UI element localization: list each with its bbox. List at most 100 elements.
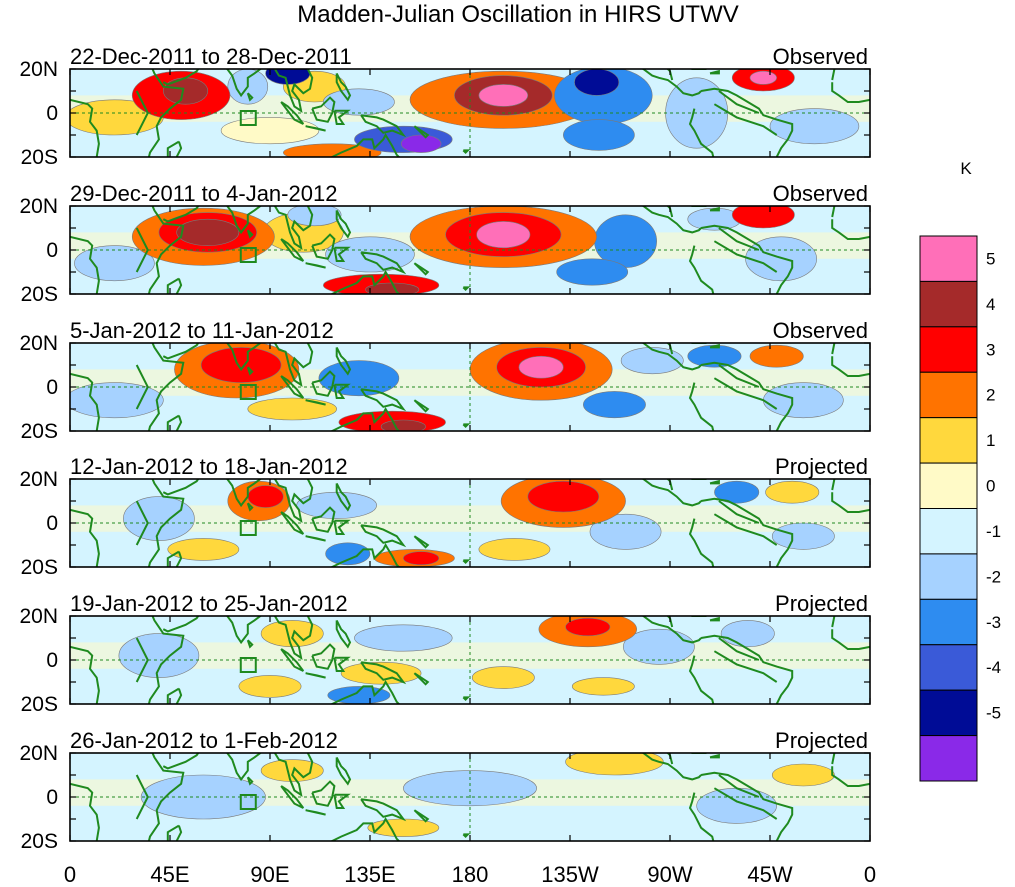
anomaly-contour	[403, 551, 440, 566]
coastline	[666, 753, 674, 765]
anomaly-contour	[771, 522, 835, 550]
colorbar-swatch	[919, 508, 978, 555]
anomaly-contour	[563, 119, 635, 151]
coastline	[305, 262, 326, 269]
panel-date-range: 22-Dec-2011 to 28-Dec-2011	[70, 44, 352, 69]
anomaly-contour	[220, 117, 320, 145]
colorbar-swatch	[919, 644, 978, 691]
colorbar-swatch	[919, 553, 978, 600]
panel-5: 19-Jan-2012 to 25-Jan-2012 Projected 20N 0 2…	[19, 591, 871, 716]
anomaly-contour	[163, 77, 209, 105]
lon-label: 135W	[541, 862, 599, 887]
anomaly-contour	[238, 675, 302, 698]
coastline	[329, 269, 401, 294]
coastline	[689, 343, 707, 344]
anomaly-contour	[763, 382, 844, 419]
coastline	[135, 227, 149, 273]
anomaly-contour	[400, 134, 442, 153]
coastline	[166, 140, 183, 157]
coastline	[246, 639, 254, 649]
lat-label: 20N	[19, 58, 58, 81]
coastline	[162, 479, 200, 496]
lat-label: 20N	[19, 332, 58, 355]
colorbar-label: -5	[986, 704, 1001, 723]
coastline	[831, 479, 836, 491]
anomaly-contour	[476, 221, 531, 249]
coastline	[831, 766, 870, 787]
panel-3: 5-Jan-2012 to 11-Jan-2012 Observed 20N 0 20S	[19, 318, 871, 443]
coastline	[246, 229, 254, 239]
anomaly-contour	[749, 70, 777, 85]
anomaly-contour	[260, 620, 324, 648]
coastline	[666, 343, 674, 355]
coastline	[360, 661, 407, 685]
reference-box	[239, 384, 257, 400]
coastline	[718, 774, 760, 798]
coastline	[333, 519, 351, 535]
coastline	[70, 782, 100, 841]
coastline	[413, 399, 430, 413]
coastline	[831, 343, 836, 355]
coastline	[305, 125, 326, 132]
coastline	[166, 824, 183, 841]
lat-label: 0	[46, 102, 58, 125]
colorbar-swatch	[919, 235, 978, 282]
coastline	[329, 132, 401, 157]
coastline	[135, 774, 149, 820]
panel-status: Projected	[775, 591, 868, 616]
coastline	[713, 240, 778, 273]
coastline	[689, 479, 707, 480]
coastline	[226, 479, 314, 523]
colorbar-label: -1	[986, 522, 1001, 541]
coastline	[311, 780, 336, 807]
colorbar-label: 0	[986, 477, 995, 496]
coastline	[226, 69, 314, 113]
anomaly-contour	[325, 542, 371, 566]
coastline	[305, 535, 326, 542]
colorbar-label: 4	[986, 295, 995, 314]
coastline	[166, 687, 183, 704]
coastline	[709, 206, 720, 212]
coastline	[147, 479, 185, 567]
lat-label: 20S	[21, 283, 58, 306]
panel-6: 26-Jan-2012 to 1-Feb-2012 Projected 20N 0 20…	[19, 728, 871, 853]
lat-label: 20S	[21, 556, 58, 579]
coastline	[246, 502, 254, 512]
colorbar-label: 1	[986, 431, 995, 450]
coastline	[246, 776, 254, 786]
coastline	[688, 245, 715, 294]
lon-label: 0	[64, 862, 76, 887]
coastline	[413, 535, 430, 549]
anomaly-contour	[589, 513, 662, 550]
anomaly-contour	[714, 480, 760, 504]
coastline	[641, 616, 702, 644]
anomaly-contour	[565, 753, 664, 776]
anomaly-contour	[720, 620, 775, 648]
lat-label: 0	[46, 376, 58, 399]
coastline	[718, 500, 760, 524]
anomaly-contour	[771, 763, 835, 787]
anomaly-contour	[70, 382, 164, 419]
colorbar-swatch	[919, 598, 978, 646]
coastline	[709, 343, 720, 349]
anomaly-contour	[556, 258, 629, 286]
anomaly-contour	[620, 347, 684, 375]
coastline	[147, 343, 185, 431]
coastline	[462, 149, 471, 154]
lat-label: 0	[46, 239, 58, 262]
coastline	[700, 771, 794, 841]
coastline	[333, 656, 351, 672]
coastline	[666, 206, 674, 218]
lat-label: 20N	[19, 195, 58, 218]
panel-status: Projected	[775, 454, 868, 479]
coastline	[280, 101, 305, 125]
coastline	[339, 742, 341, 749]
lat-label: 0	[46, 512, 58, 535]
coastline	[709, 479, 720, 485]
lon-label: 90W	[647, 862, 692, 887]
coastline	[339, 332, 341, 339]
coastline	[226, 343, 314, 387]
coastline	[462, 696, 471, 701]
coastline	[413, 672, 430, 686]
